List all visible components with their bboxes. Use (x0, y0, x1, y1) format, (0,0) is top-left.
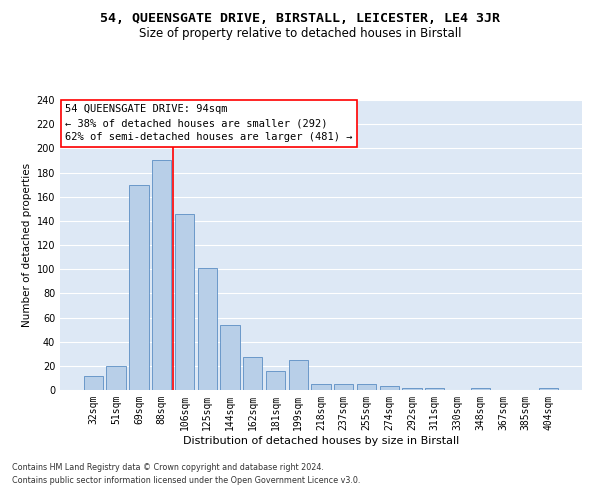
Bar (289, 360, 308, 390)
Bar (243, 358, 262, 390)
Bar (175, 214, 194, 390)
Bar (380, 386, 399, 390)
Bar (84, 376, 103, 390)
Bar (425, 388, 445, 390)
Text: 54, QUEENSGATE DRIVE, BIRSTALL, LEICESTER, LE4 3JR: 54, QUEENSGATE DRIVE, BIRSTALL, LEICESTE… (100, 12, 500, 26)
Bar (152, 160, 172, 390)
Y-axis label: Number of detached properties: Number of detached properties (22, 163, 32, 327)
Bar (357, 384, 376, 390)
Bar (129, 184, 149, 390)
Bar (197, 268, 217, 390)
Text: Size of property relative to detached houses in Birstall: Size of property relative to detached ho… (139, 28, 461, 40)
Text: Contains HM Land Registry data © Crown copyright and database right 2024.: Contains HM Land Registry data © Crown c… (12, 464, 324, 472)
Text: 54 QUEENSGATE DRIVE: 94sqm
← 38% of detached houses are smaller (292)
62% of sem: 54 QUEENSGATE DRIVE: 94sqm ← 38% of deta… (65, 104, 353, 142)
Bar (403, 388, 422, 390)
Bar (266, 370, 285, 390)
Bar (539, 388, 558, 390)
Text: Contains public sector information licensed under the Open Government Licence v3: Contains public sector information licen… (12, 476, 361, 485)
Bar (334, 384, 353, 390)
Bar (106, 366, 126, 390)
Bar (220, 325, 239, 390)
X-axis label: Distribution of detached houses by size in Birstall: Distribution of detached houses by size … (183, 436, 459, 446)
Bar (470, 388, 490, 390)
Bar (311, 384, 331, 390)
